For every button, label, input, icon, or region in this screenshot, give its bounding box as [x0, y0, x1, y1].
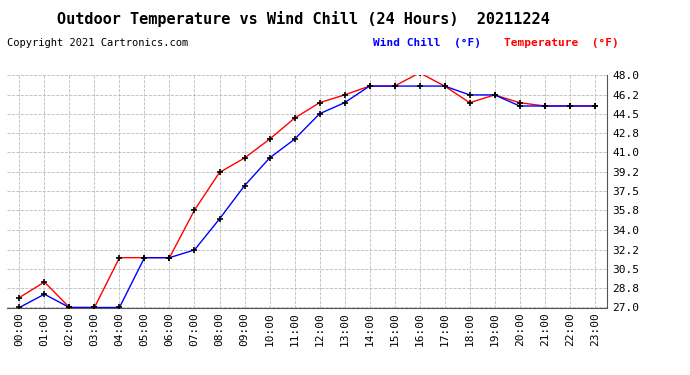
Text: Outdoor Temperature vs Wind Chill (24 Hours)  20211224: Outdoor Temperature vs Wind Chill (24 Ho…	[57, 11, 550, 27]
Text: Temperature  (°F): Temperature (°F)	[504, 38, 618, 48]
Text: Copyright 2021 Cartronics.com: Copyright 2021 Cartronics.com	[7, 38, 188, 48]
Text: Wind Chill  (°F): Wind Chill (°F)	[373, 38, 481, 48]
